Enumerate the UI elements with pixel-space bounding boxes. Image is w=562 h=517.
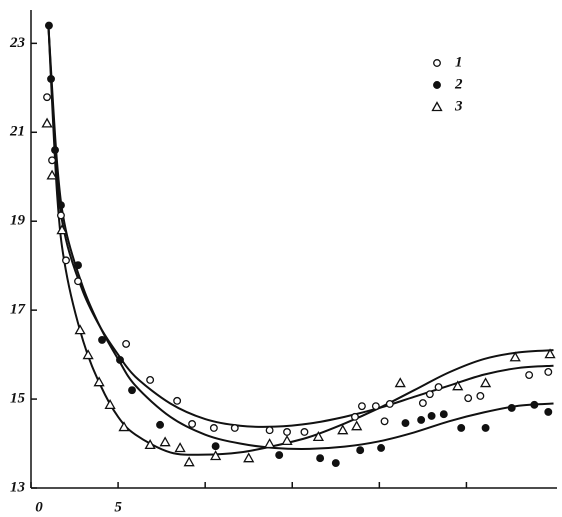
data-point: [356, 446, 365, 455]
data-point: [300, 428, 309, 436]
data-point: [188, 420, 197, 428]
data-point: [174, 442, 186, 453]
data-point: [183, 456, 195, 467]
data-point: [122, 339, 131, 348]
data-point: [275, 451, 284, 460]
data-point: [243, 452, 255, 463]
y-tick-label: 19: [10, 213, 26, 229]
data-point: [457, 424, 466, 432]
data-point: [476, 392, 485, 400]
data-point: [544, 348, 556, 359]
data-point: [371, 402, 380, 411]
data-point: [74, 324, 86, 335]
y-tick-label: 23: [9, 35, 26, 51]
data-point: [377, 444, 386, 452]
data-point: [209, 424, 218, 432]
data-point: [351, 412, 359, 421]
data-point: [265, 426, 274, 435]
legend-marker: [433, 59, 441, 67]
data-point: [417, 416, 426, 424]
data-point: [418, 399, 427, 408]
data-point: [43, 93, 51, 102]
fit-curve: [47, 25, 554, 450]
data-point: [507, 404, 516, 412]
data-point: [509, 351, 521, 362]
data-point: [464, 394, 473, 403]
y-tick-label: 17: [10, 302, 26, 318]
data-point: [425, 390, 434, 399]
data-point: [159, 436, 171, 447]
data-point: [380, 417, 389, 426]
data-point: [427, 412, 436, 420]
data-point: [230, 424, 239, 432]
x-tick-label: 0: [35, 499, 43, 515]
data-point: [56, 224, 68, 235]
data-point: [47, 74, 55, 83]
y-tick-label: 21: [9, 124, 25, 140]
data-point: [331, 459, 340, 468]
data-point: [281, 435, 293, 446]
data-point: [401, 419, 410, 428]
data-point: [116, 355, 124, 364]
legend-label: 1: [455, 54, 463, 70]
legend-label: 2: [454, 76, 463, 92]
data-point: [146, 375, 155, 384]
data-point: [316, 454, 325, 463]
data-point: [530, 400, 539, 409]
data-point: [104, 399, 116, 410]
data-point: [44, 21, 53, 30]
data-point: [156, 420, 165, 429]
data-point: [51, 146, 59, 155]
data-point: [283, 428, 291, 436]
data-point: [74, 261, 82, 270]
data-point: [337, 424, 349, 435]
data-point: [357, 402, 366, 411]
data-point: [128, 386, 136, 395]
data-point: [264, 438, 276, 449]
data-point: [544, 367, 553, 376]
data-point: [525, 371, 534, 380]
data-point: [210, 450, 222, 461]
data-point: [544, 408, 553, 416]
data-point: [57, 201, 65, 210]
data-point: [62, 256, 70, 265]
data-point: [481, 424, 490, 432]
legend-marker: [433, 81, 441, 89]
data-point: [57, 211, 65, 220]
data-point: [98, 335, 107, 344]
data-point: [118, 421, 130, 432]
x-tick-label: 5: [114, 499, 122, 515]
fit-curve: [47, 25, 554, 428]
data-point: [434, 383, 443, 392]
fit-curve: [47, 25, 554, 456]
data-point: [41, 117, 53, 128]
y-tick-label: 13: [10, 479, 26, 495]
data-point: [48, 156, 57, 165]
data-point: [385, 400, 394, 408]
legend-marker: [431, 101, 443, 112]
legend-label: 3: [454, 98, 463, 114]
data-point: [93, 376, 105, 387]
data-point: [46, 169, 58, 180]
data-point: [211, 442, 220, 451]
data-point: [144, 439, 156, 450]
data-point: [74, 277, 82, 286]
data-point: [351, 420, 363, 431]
data-point: [82, 349, 94, 360]
data-point: [452, 380, 464, 391]
data-point: [479, 377, 492, 388]
data-point: [439, 410, 448, 419]
data-point: [173, 396, 182, 405]
y-tick-label: 15: [10, 391, 26, 407]
data-point: [394, 377, 406, 388]
data-point: [312, 431, 324, 442]
